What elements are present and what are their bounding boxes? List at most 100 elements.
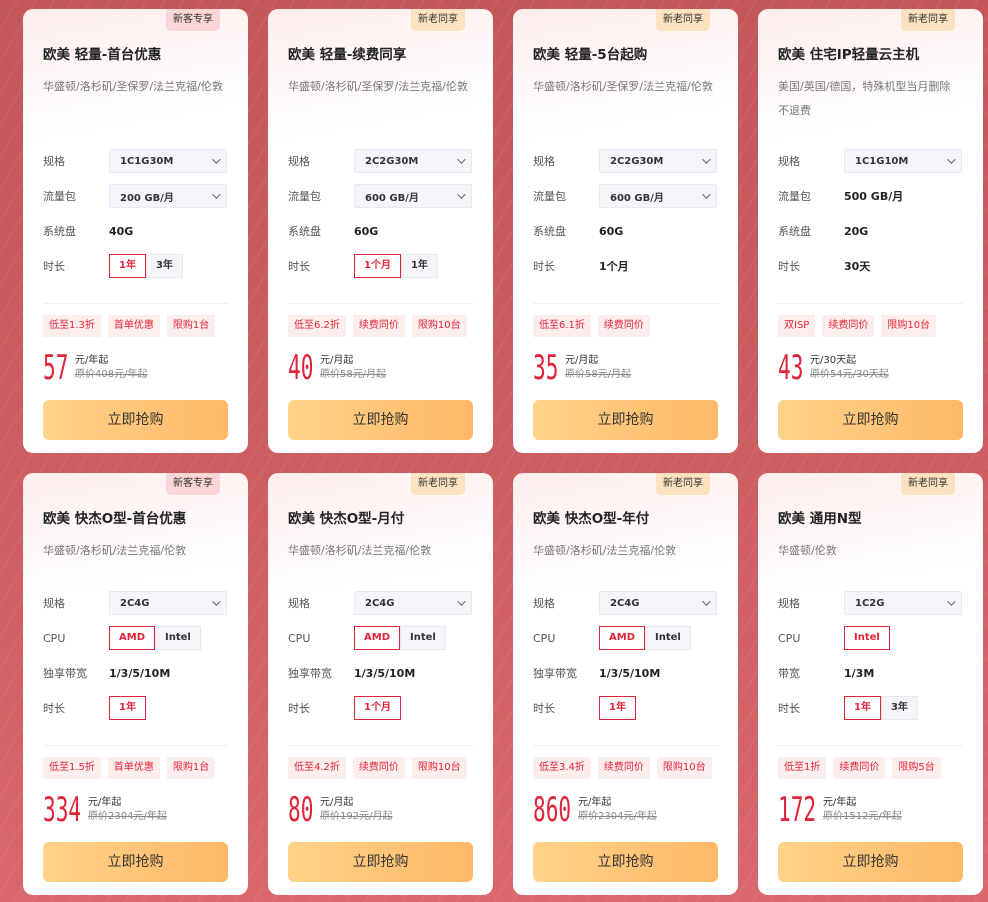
product-card: 新老同享 欧美 住宅IP轻量云主机 美国/英国/德国，特殊机型当月删除不退费 规格 1C…: [758, 9, 983, 453]
chevron-down-icon: [702, 155, 711, 164]
original-price: 原价54元/30天起: [810, 369, 889, 380]
buy-button[interactable]: 立即抢购: [778, 842, 963, 882]
spec-value: 20G: [844, 224, 869, 238]
select-value: 600 GB/月: [610, 192, 664, 204]
divider: [288, 303, 473, 304]
promo-tag: 续费同价: [822, 315, 875, 337]
promo-tag: 限购1台: [166, 315, 216, 337]
promo-tag: 限购10台: [881, 315, 937, 337]
price-unit: 元/年起: [578, 797, 612, 808]
buy-button[interactable]: 立即抢购: [288, 842, 473, 882]
option-button[interactable]: Intel: [400, 626, 446, 650]
buy-button[interactable]: 立即抢购: [288, 400, 473, 440]
option-button[interactable]: AMD: [109, 626, 155, 650]
promo-badge: 新老同享: [901, 473, 955, 495]
spec-row: 独享带宽 1/3/5/10M: [533, 661, 718, 685]
option-button[interactable]: 1个月: [354, 254, 401, 278]
spec-row: 流量包 600 GB/月: [533, 184, 718, 208]
buy-button[interactable]: 立即抢购: [533, 842, 718, 882]
original-price: 原价2304元/年起: [578, 811, 657, 822]
option-button[interactable]: 1年: [109, 254, 146, 278]
price-unit: 元/年起: [823, 797, 857, 808]
spec-select[interactable]: 200 GB/月: [109, 184, 227, 208]
promo-tag: 续费同价: [352, 315, 405, 337]
spec-row: 时长 1个月: [288, 696, 473, 720]
price-unit: 元/月起: [320, 355, 354, 366]
spec-label: CPU: [43, 631, 66, 645]
price-block: 172 元/年起 原价1512元/年起: [778, 790, 963, 830]
option-button[interactable]: 1年: [599, 696, 636, 720]
spec-label: 规格: [778, 597, 800, 610]
promo-badge: 新老同享: [411, 9, 465, 31]
promo-tag: 低至1.3折: [43, 315, 101, 337]
price-text: 元/年起原价2304元/年起: [578, 796, 657, 824]
spec-select[interactable]: 2C2G30M: [599, 149, 717, 173]
divider: [778, 303, 963, 304]
spec-value: 40G: [109, 224, 134, 238]
promo-badge: 新老同享: [656, 9, 710, 31]
spec-row: 系统盘 40G: [43, 219, 228, 243]
spec-value: 1/3/5/10M: [109, 666, 171, 680]
buy-button[interactable]: 立即抢购: [43, 842, 228, 882]
buy-button[interactable]: 立即抢购: [778, 400, 963, 440]
product-title: 欧美 住宅IP轻量云主机: [778, 47, 920, 63]
spec-select[interactable]: 2C4G: [599, 591, 717, 615]
spec-label: 系统盘: [288, 225, 321, 238]
option-group: 1个月: [354, 696, 401, 720]
option-button[interactable]: AMD: [354, 626, 400, 650]
spec-row: 时长 1年: [43, 696, 228, 720]
tag-list: 低至6.1折 续费同价: [533, 315, 718, 337]
option-button[interactable]: 1年: [109, 696, 146, 720]
product-card: 新老同享 欧美 轻量-续费同享 华盛顿/洛杉矶/圣保罗/法兰克福/伦敦 规格 2C2G3…: [268, 9, 493, 453]
spec-row: 规格 2C4G: [288, 591, 473, 615]
price-block: 40 元/月起 原价58元/月起: [288, 348, 473, 388]
option-button[interactable]: Intel: [155, 626, 201, 650]
buy-button[interactable]: 立即抢购: [533, 400, 718, 440]
option-button[interactable]: 1个月: [354, 696, 401, 720]
divider: [533, 303, 718, 304]
spec-select[interactable]: 600 GB/月: [599, 184, 717, 208]
spec-row: 系统盘 20G: [778, 219, 963, 243]
product-title: 欧美 轻量-续费同享: [288, 47, 407, 63]
spec-select[interactable]: 1C1G30M: [109, 149, 227, 173]
option-button[interactable]: AMD: [599, 626, 645, 650]
price-unit: 元/年起: [88, 797, 122, 808]
spec-select[interactable]: 2C2G30M: [354, 149, 472, 173]
original-price: 原价58元/月起: [320, 369, 387, 380]
price-unit: 元/30天起: [810, 355, 857, 366]
spec-select[interactable]: 2C4G: [354, 591, 472, 615]
price-number: 334: [43, 790, 82, 830]
option-button[interactable]: Intel: [645, 626, 691, 650]
product-card: 新客专享 欧美 快杰O型-首台优惠 华盛顿/洛杉矶/法兰克福/伦敦 规格 2C4G CPU…: [23, 473, 248, 895]
option-button[interactable]: 3年: [880, 696, 918, 720]
product-regions: 美国/英国/德国，特殊机型当月删除不退费: [778, 80, 951, 117]
spec-label: CPU: [778, 631, 801, 645]
spec-label: 系统盘: [43, 225, 76, 238]
select-value: 1C2G: [855, 597, 885, 609]
spec-select[interactable]: 1C2G: [844, 591, 962, 615]
chevron-down-icon: [457, 597, 466, 606]
spec-select[interactable]: 1C1G10M: [844, 149, 962, 173]
spec-row: 带宽 1/3M: [778, 661, 963, 685]
option-button[interactable]: 1年: [400, 254, 438, 278]
spec-label: 规格: [288, 597, 310, 610]
product-title: 欧美 轻量-首台优惠: [43, 47, 162, 63]
price-number-wrap: 35: [533, 348, 565, 388]
price-text: 元/年起 原价1512元/年起: [823, 796, 902, 824]
buy-button[interactable]: 立即抢购: [43, 400, 228, 440]
promo-tag: 续费同价: [597, 315, 650, 337]
promo-tag: 限购10台: [411, 315, 467, 337]
option-button[interactable]: Intel: [844, 626, 890, 650]
spec-select[interactable]: 600 GB/月: [354, 184, 472, 208]
option-button[interactable]: 3年: [145, 254, 183, 278]
spec-select[interactable]: 2C4G: [109, 591, 227, 615]
promo-tag: 续费同价: [597, 757, 650, 779]
select-value: 2C4G: [365, 597, 395, 609]
spec-row: 规格 1C1G10M: [778, 149, 963, 173]
spec-value: 60G: [354, 224, 379, 238]
spec-list: 规格 2C4G CPU AMD Intel 独享带宽 1/3/5/10M 时长 1年: [533, 591, 718, 720]
option-group: 1年: [599, 696, 636, 720]
spec-list: 规格 1C2G CPU Intel 带宽 1/3M 时长 1年 3年: [778, 591, 963, 720]
product-regions: 华盛顿/洛杉矶/法兰克福/伦敦: [533, 544, 677, 557]
option-button[interactable]: 1年: [844, 696, 881, 720]
